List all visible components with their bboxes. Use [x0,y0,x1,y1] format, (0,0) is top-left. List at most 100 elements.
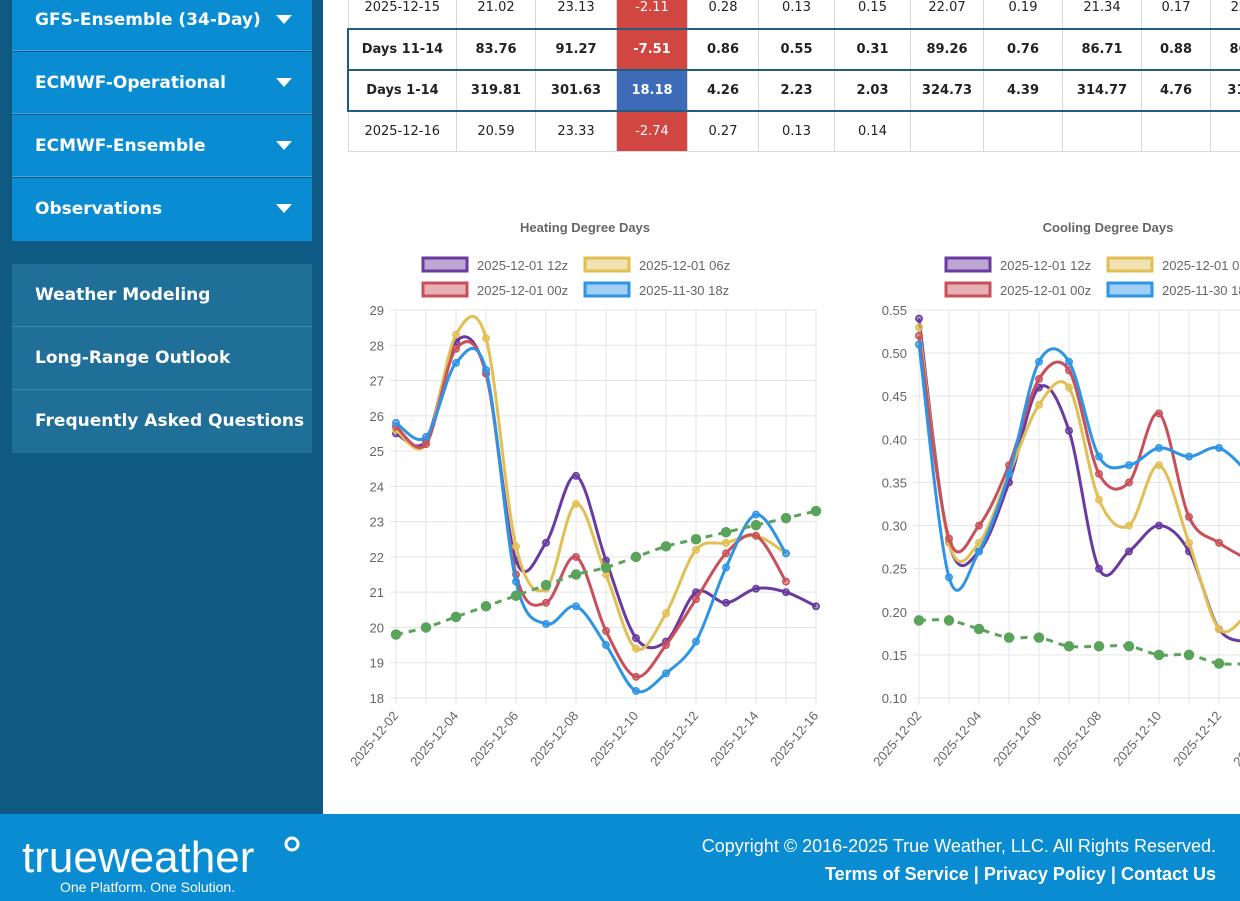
chart-title: Heating Degree Days [520,220,650,235]
sidebar: GFS-Ensemble (34-Day) ECMWF-Operational … [0,0,323,814]
legend-swatch [583,281,631,298]
table-cell: -2.11 [616,0,688,29]
y-tick-label: 0.30 [882,519,907,534]
data-point [630,551,642,563]
nav-faq[interactable]: Frequently Asked Questions [12,390,312,453]
data-point [452,330,460,339]
table-cell: 4.26 [687,68,759,112]
x-tick-label: 2025-12-16 [767,708,821,769]
caret-down-icon[interactable] [276,141,292,150]
table-cell [1210,110,1240,152]
data-point [975,547,983,556]
link-separator: | [1110,864,1116,884]
table-cell [983,110,1063,152]
legend-swatch [1106,281,1154,298]
data-point [572,602,580,611]
data-point [1035,357,1043,366]
table-cell: 86.71 [1062,27,1142,71]
table-cell: -7.51 [616,27,688,71]
accordion-label: Observations [35,199,163,219]
data-point [722,538,730,547]
degree-day-charts: Heating Degree Days 2025-12-01 12z 2025-12… [347,220,1240,769]
y-tick-label: 24 [370,479,384,494]
contact-link[interactable]: Contact Us [1120,864,1216,884]
y-tick-label: 0.50 [882,346,907,361]
table-cell [910,110,984,152]
row-label-cell: Days 11-14 [347,27,457,71]
data-point [540,579,552,591]
table-cell: 89.26 [910,27,984,71]
data-point [390,629,402,640]
data-point [420,622,432,633]
table-cell: 21.34 [1062,0,1142,29]
accordion-observations[interactable]: Observations [12,178,312,241]
data-point [1065,426,1073,435]
x-tick-label: 2025-12-06 [467,708,521,769]
table-cell: 86. [1210,27,1240,71]
y-tick-label: 22 [370,550,384,565]
table-cell: 23.33 [535,110,617,152]
table-cell [1141,110,1211,152]
row-label-cell: 2025-12-15 [347,0,457,29]
nav-label: Long-Range Outlook [35,348,231,368]
data-point [662,609,670,618]
data-point [542,598,550,607]
data-point [392,418,400,427]
accordion-ecmwf-ensemble[interactable]: ECMWF-Ensemble [12,115,312,177]
data-point [915,331,923,340]
legend-swatch [944,281,992,298]
caret-down-icon[interactable] [276,78,292,87]
data-point [1033,632,1045,643]
table-cell: 22.07 [910,0,984,29]
data-point [692,545,700,554]
data-point [1155,409,1163,418]
data-point [812,602,820,611]
data-point [1155,461,1163,470]
data-point [1093,641,1105,652]
table-cell: -2.74 [616,110,688,152]
y-tick-label: 21 [370,585,384,600]
data-point [662,641,670,650]
x-tick-label: 2025-12-02 [870,708,924,769]
data-point [752,531,760,540]
data-point [1215,625,1223,633]
table-cell: 20.59 [456,110,536,152]
caret-down-icon[interactable] [276,15,292,24]
data-point [690,534,702,545]
nav-long-range-outlook[interactable]: Long-Range Outlook [12,327,312,390]
table-cell: 310 [1210,68,1240,112]
data-point [720,526,732,538]
accordion-ecmwf-operational[interactable]: ECMWF-Operational [12,52,312,114]
nav-weather-modeling[interactable]: Weather Modeling [12,264,312,327]
data-point [692,637,700,646]
y-tick-label: 26 [370,409,384,424]
data-point [752,510,760,519]
data-point [1095,495,1103,504]
series-line [917,318,1240,643]
data-point [542,619,550,628]
terms-link[interactable]: Terms of Service [824,864,969,884]
caret-down-icon[interactable] [276,204,292,213]
data-point [1035,375,1043,383]
data-point [1065,357,1073,366]
table-cell: 0.31 [834,27,911,71]
legend-label: 2025-12-01 12z [1000,258,1091,273]
data-point [480,601,492,612]
table-cell: 21.02 [456,0,536,29]
data-point [632,634,640,642]
table-cell: 0.28 [687,0,759,29]
accordion-gfs-ensemble[interactable]: GFS-Ensemble (34-Day) [12,0,312,51]
series-line [395,346,788,694]
data-point [602,641,610,650]
series-line [395,335,817,650]
table-cell: 0.19 [983,0,1063,29]
trueweather-logo[interactable]: trueweather One Platform. One Solution. [22,824,312,895]
legend-label: 2025-11-30 18z [1162,283,1240,298]
y-tick-label: 0.10 [882,691,907,706]
data-point [602,627,610,635]
data-point [512,577,520,586]
table-cell: 314.77 [1062,68,1142,112]
table-row: 2025-12-16 20.59 23.33 -2.74 0.27 0.13 0.14 [347,110,1240,152]
privacy-link[interactable]: Privacy Policy [983,864,1106,884]
y-tick-label: 19 [370,656,384,671]
